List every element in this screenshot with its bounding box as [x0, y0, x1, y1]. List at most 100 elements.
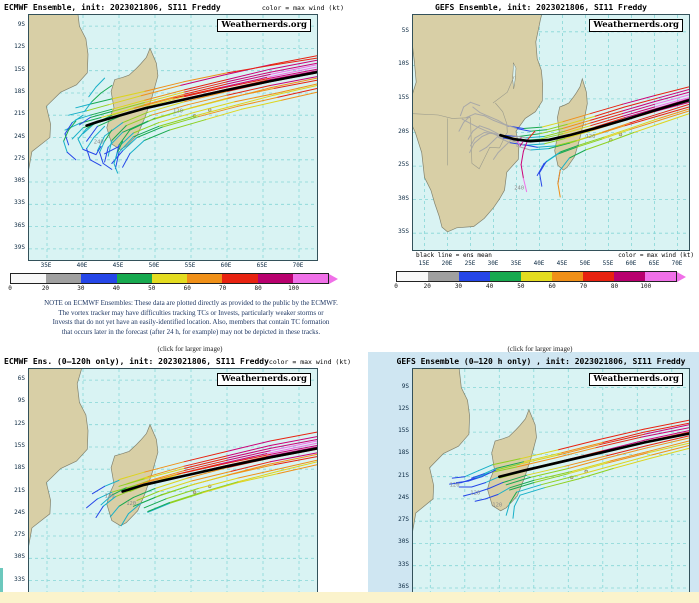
ecmwf-track-map[interactable]: 120 240 Weathernerds.org: [28, 14, 318, 261]
lon-tick-label: 55E: [602, 260, 614, 267]
colorbar-tick-label: 80: [610, 283, 619, 290]
lat-tick-label: 30S: [14, 553, 25, 560]
lat-tick-label: 18S: [14, 464, 25, 471]
panel-ecmwf-120h: ECMWF Ens. (0–120h only), init: 20230218…: [2, 357, 351, 603]
lat-tick-label: 20S: [398, 128, 409, 135]
forecast-hour-label: 240: [94, 139, 104, 145]
colorbar-labels: 0 20 30 40 50 60 70 80 100: [8, 285, 329, 294]
lat-tick-label: 15S: [398, 427, 409, 434]
lat-tick-label: 27S: [14, 531, 25, 538]
colorbar-tick-label: 0: [394, 283, 398, 290]
lat-tick-label: 12S: [398, 405, 409, 412]
lat-tick-label: 18S: [14, 88, 25, 95]
lat-tick-label: 10S: [398, 60, 409, 67]
lon-axis: 15E 20E 25E 30E 35E 40E 45E 50E 55E 60E 65E 70E: [412, 259, 690, 268]
landmasses: [413, 15, 623, 233]
colorbar-tick-label: 80: [254, 285, 262, 292]
colorbar-segment: [151, 274, 188, 283]
panel-title: GEFS Ensemble, init: 2023021806, SI11 Fr…: [435, 3, 647, 12]
lat-tick-label: 21S: [14, 110, 25, 117]
map-svg: 120 120: [29, 369, 317, 603]
ensemble-tracks: [63, 55, 317, 174]
lat-tick-label: 39S: [14, 244, 25, 251]
map-svg: 120 240: [413, 15, 689, 250]
colorbar-tick-label: 30: [77, 285, 85, 292]
note-line: The vortex tracker may have difficulties…: [58, 308, 324, 317]
colorbar-arrow-icon: [677, 271, 686, 282]
weathernerds-watermark: Weathernerds.org: [589, 19, 683, 32]
lat-tick-label: 30S: [14, 177, 25, 184]
weathernerds-watermark: Weathernerds.org: [217, 373, 311, 386]
colorbar-segment: [428, 272, 459, 281]
lat-tick-label: 33S: [14, 576, 25, 583]
forecast-hour-label: 120: [173, 108, 183, 114]
colorbar-segment: [614, 272, 645, 281]
colorbar-segment: [187, 274, 223, 283]
panel-gefs-120h: GEFS Ensemble (0–120 h only) , init: 202…: [388, 357, 694, 603]
lon-tick-label: 15E: [418, 260, 430, 267]
gefs-track-map[interactable]: 120 240 Weathernerds.org: [412, 14, 690, 251]
ensemble-mean-track: [121, 447, 317, 493]
wind-colorbar: [10, 273, 338, 284]
ens-mean-legend: black line = ens mean: [416, 252, 492, 259]
lat-tick-label: 35S: [398, 228, 409, 235]
lat-tick-label: 33S: [14, 199, 25, 206]
colorbar-tick-label: 70: [579, 283, 587, 290]
click-larger-link-left[interactable]: (click for larger image): [157, 345, 223, 353]
forecast-hour-label: 120: [450, 482, 460, 488]
ecmwf-120h-track-map[interactable]: 120 120 Weathernerds.org: [28, 368, 318, 603]
colorbar-segment: [521, 272, 552, 281]
colorbar-segment: [645, 272, 676, 281]
forecast-hour-label: 120: [586, 134, 596, 140]
gefs-120h-track-map[interactable]: 120 120 120 Weathernerds.org: [412, 368, 690, 603]
lat-axis: 5S 10S 15S 20S 25S 30S 35S: [388, 14, 412, 249]
click-larger-link-right[interactable]: (click for larger image): [507, 345, 573, 353]
lat-tick-label: 27S: [398, 516, 409, 523]
lat-tick-label: 21S: [398, 472, 409, 479]
lon-tick-label: 65E: [648, 260, 660, 267]
ecmwf-ensemble-note: NOTE on ECMWF Ensembles: These data are …: [8, 299, 374, 337]
lat-tick-label: 36S: [14, 222, 25, 229]
colorbar-tick-label: 40: [112, 285, 120, 292]
lat-tick-label: 12S: [14, 43, 25, 50]
colorbar-tick-label: 60: [548, 283, 556, 290]
lat-tick-label: 9S: [17, 397, 25, 404]
map-svg: 120 120 120: [413, 369, 689, 603]
colorbar-segment: [81, 274, 117, 283]
lat-tick-label: 30S: [398, 195, 409, 202]
ensemble-mean-track: [498, 432, 689, 478]
colorbar-tick-label: 50: [148, 285, 156, 292]
lat-tick-label: 27S: [14, 155, 25, 162]
colorbar-segment: [222, 274, 258, 283]
lon-tick-label: 30E: [487, 260, 499, 267]
panel-gefs-ensemble: GEFS Ensemble, init: 2023021806, SI11 Fr…: [388, 3, 694, 292]
lon-tick-label: 35E: [40, 262, 52, 269]
colorbar-segment: [46, 274, 82, 283]
note-line: Invests that do not yet have an easily-i…: [52, 318, 330, 326]
colorbar-tick-label: 0: [8, 285, 12, 292]
lon-tick-label: 25E: [464, 260, 476, 267]
lat-tick-label: 24S: [14, 133, 25, 140]
colorbar-segment: [459, 272, 490, 281]
lat-tick-label: 6S: [17, 375, 25, 382]
wind-colorbar: [396, 271, 686, 282]
lon-tick-label: 70E: [671, 260, 683, 267]
lon-tick-label: 60E: [220, 262, 232, 269]
lat-tick-label: 9S: [401, 383, 409, 390]
lat-axis: 9S 12S 15S 18S 21S 24S 27S 30S 33S 36S 39S: [2, 14, 28, 259]
map-svg: 120 240: [29, 15, 317, 260]
left-edge-sliver: [0, 568, 3, 592]
panel-title: ECMWF Ens. (0–120h only), init: 20230218…: [4, 357, 269, 366]
lon-tick-label: 40E: [76, 262, 88, 269]
lat-tick-label: 15S: [14, 442, 25, 449]
colorbar-tick-label: 20: [41, 285, 50, 292]
lon-tick-label: 65E: [256, 262, 268, 269]
lat-tick-label: 18S: [398, 449, 409, 456]
lon-tick-label: 50E: [148, 262, 160, 269]
colorbar-tick-label: 20: [423, 283, 431, 290]
weathernerds-watermark: Weathernerds.org: [589, 373, 683, 386]
lon-tick-label: 20E: [441, 260, 453, 267]
colorbar-tick-label: 100: [288, 285, 299, 292]
colorbar-tick-label: 60: [183, 285, 191, 292]
